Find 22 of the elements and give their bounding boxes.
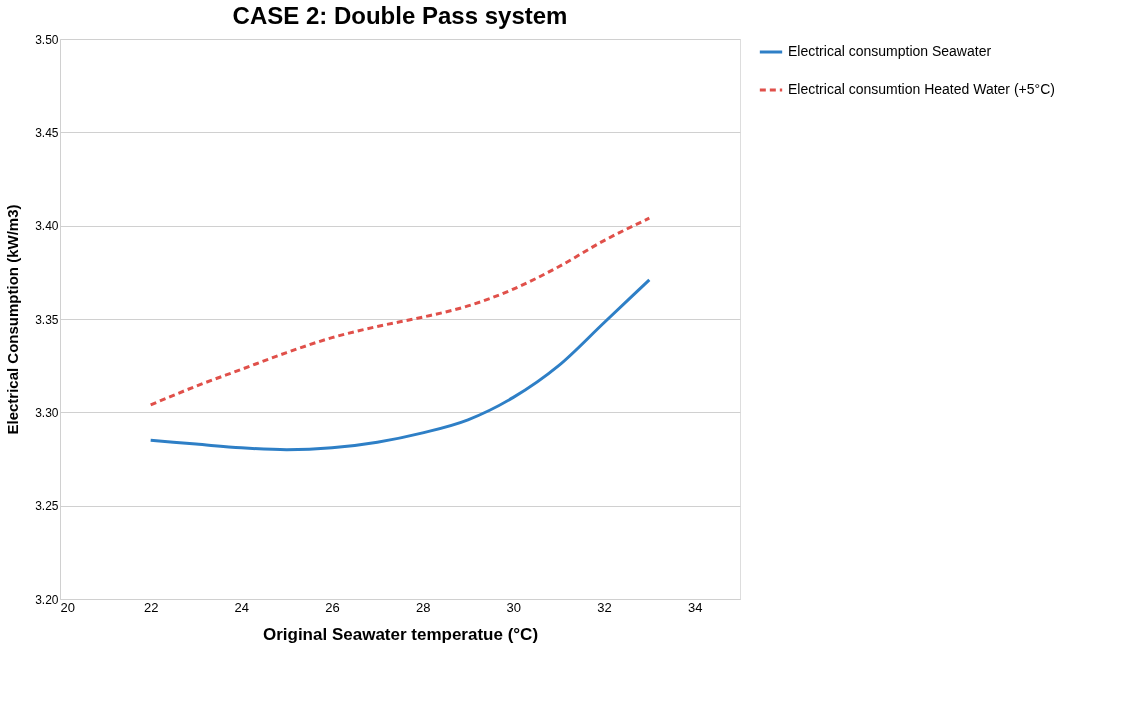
y-tick-label: 3.30 (35, 405, 59, 420)
x-tick-label: 24 (234, 599, 250, 615)
x-tick-label: 34 (687, 599, 703, 615)
x-tick-label: 28 (415, 599, 431, 615)
line-series (149, 278, 651, 452)
legend-label: Electrical consumtion Heated Water (+5°C) (788, 81, 1055, 97)
legend-label: Electrical consumption Seawater (788, 43, 992, 59)
y-tick-label: 3.25 (35, 499, 59, 514)
line-series (149, 216, 651, 407)
x-tick-label: 32 (597, 599, 612, 615)
x-tick-label: 30 (506, 599, 522, 615)
x-axis-title: Original Seawater temperatue (°C) (262, 624, 539, 644)
chart-title: CASE 2: Double Pass system (232, 2, 568, 29)
x-tick-label: 26 (325, 599, 340, 615)
y-axis-title: Electrical Consumption (kW/m3) (4, 204, 22, 435)
y-tick-label: 3.20 (35, 592, 59, 607)
y-tick-label: 3.35 (35, 312, 59, 327)
y-tick-label: 3.50 (35, 32, 59, 47)
y-tick-label: 3.40 (35, 219, 59, 234)
x-tick-label: 20 (60, 599, 75, 615)
x-tick-label: 22 (143, 599, 159, 615)
y-tick-label: 3.45 (35, 125, 59, 140)
